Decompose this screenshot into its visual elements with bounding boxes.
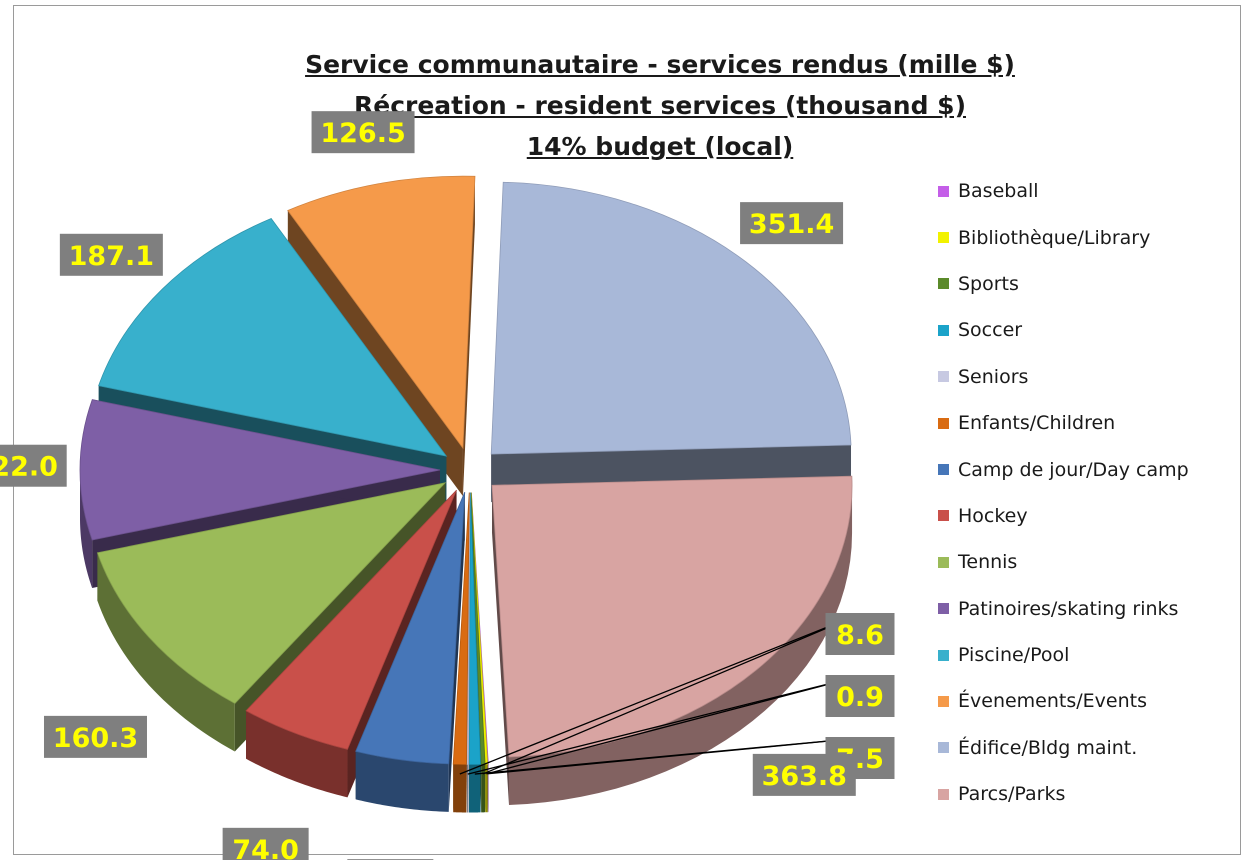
slice-rim-enfants-children <box>453 764 467 813</box>
legend-item-piscine-pool: Piscine/Pool <box>938 632 1238 678</box>
leader-line-enfants-children <box>459 613 861 775</box>
legend-item-baseball: Baseball <box>938 168 1238 214</box>
legend-label: Enfants/Children <box>958 412 1116 435</box>
slice-rim-seniors <box>467 764 469 813</box>
data-label-box-parcs-parks <box>752 753 856 796</box>
leader-line-bibliotheque-library <box>486 675 861 775</box>
legend-item-sports: Sports <box>938 261 1238 307</box>
legend-item-enfants-children: Enfants/Children <box>938 400 1238 446</box>
chart-title-line-3: 14% budget (local) <box>526 132 794 161</box>
slice-rim-sports <box>481 764 486 813</box>
legend-label: Édifice/Bldg maint. <box>958 736 1138 759</box>
pie-slice-camp-de-jour-day-camp <box>355 491 466 765</box>
legend-label: Baseball <box>958 180 1039 203</box>
legend-item-hockey: Hockey <box>938 493 1238 539</box>
legend-label: Piscine/Pool <box>958 644 1070 667</box>
data-label-evenements-events: 126.5 <box>320 118 405 149</box>
leader-line-soccer <box>474 737 861 775</box>
legend-item-bibliotheque-library: Bibliothèque/Library <box>938 214 1238 260</box>
legend-swatch <box>938 464 949 476</box>
data-labels: 0.41.52.57.50.98.661.574.0160.3122.0187.… <box>0 111 895 860</box>
chart-title-line-1: Service communautaire - services rendus … <box>305 50 1015 79</box>
slice-rim-camp-de-jour-day-camp <box>355 751 449 812</box>
legend-swatch <box>938 649 949 661</box>
legend-swatch <box>938 232 949 244</box>
slice-rim-bibliotheque-library <box>485 764 488 813</box>
legend-swatch <box>938 695 949 707</box>
legend-label: Seniors <box>958 365 1029 388</box>
legend-swatch <box>938 371 949 383</box>
pie-slice-evenements-events <box>287 175 476 450</box>
data-label-enfants-children: 8.6 <box>836 620 884 651</box>
slice-tops <box>79 175 853 765</box>
pie-slice-hockey <box>245 489 457 750</box>
legend-item-patinoires-skating-rinks: Patinoires/skating rinks <box>938 586 1238 632</box>
legend-label: Hockey <box>958 504 1028 527</box>
slice-wall-evenements-events <box>462 176 475 497</box>
data-label-box-patinoires-skating-rinks <box>0 444 67 487</box>
pie-slice-piscine-pool <box>98 218 448 457</box>
data-label-edifice-bldg-maint: 351.4 <box>749 209 834 240</box>
data-label-box-tennis <box>43 715 147 758</box>
chart-title-line-2: Récreation - resident services (thousand… <box>354 91 966 120</box>
data-label-box-evenements-events <box>311 111 415 154</box>
data-label-hockey: 74.0 <box>232 835 299 860</box>
legend-swatch <box>938 788 949 800</box>
slice-rim-hockey <box>246 710 348 798</box>
data-label-patinoires-skating-rinks: 122.0 <box>0 452 58 483</box>
slice-rim-tennis <box>97 552 235 752</box>
slice-rim-patinoires-skating-rinks <box>80 469 93 588</box>
legend-item-edifice-bldg-maint: Édifice/Bldg maint. <box>938 725 1238 771</box>
pie-slice-parcs-parks <box>491 475 853 758</box>
legend-label: Soccer <box>958 319 1023 342</box>
slice-wall-camp-de-jour-day-camp <box>448 492 465 812</box>
data-label-piscine-pool: 187.1 <box>69 241 154 272</box>
data-label-box-enfants-children <box>825 613 895 655</box>
data-label-box-hockey <box>222 827 309 860</box>
legend-swatch <box>938 603 949 615</box>
leader-line-sports <box>482 613 861 775</box>
legend-item-camp-de-jour-day-camp: Camp de jour/Day camp <box>938 446 1238 492</box>
pie-slice-enfants-children <box>452 492 470 765</box>
legend-swatch <box>938 742 949 754</box>
legend-label: Sports <box>958 272 1019 295</box>
legend-item-soccer: Soccer <box>938 307 1238 353</box>
legend-swatch <box>938 510 949 522</box>
data-label-box-piscine-pool <box>59 233 163 276</box>
legend-swatch <box>938 556 949 568</box>
legend-swatch <box>938 324 949 336</box>
pie-slice-soccer <box>468 492 481 765</box>
slice-wall-parcs-parks <box>492 485 510 805</box>
legend-label: Bibliothèque/Library <box>958 226 1151 249</box>
data-label-box-seniors <box>825 675 895 717</box>
legend-item-parcs-parks: Parcs/Parks <box>938 771 1238 817</box>
data-label-seniors: 0.9 <box>836 682 884 713</box>
legend-label: Camp de jour/Day camp <box>958 458 1189 481</box>
legend-label: Tennis <box>958 551 1018 574</box>
legend-item-seniors: Seniors <box>938 354 1238 400</box>
slice-rim-baseball <box>487 764 489 813</box>
legend-item-tennis: Tennis <box>938 539 1238 585</box>
slice-rim-soccer <box>468 764 481 813</box>
legend-item-evenements-events: Évenements/Events <box>938 678 1238 724</box>
pie-slice-edifice-bldg-maint <box>490 181 852 455</box>
legend-label: Évenements/Events <box>958 690 1147 713</box>
pie-slice-patinoires-skating-rinks <box>79 399 441 541</box>
data-label-tennis: 160.3 <box>53 723 138 754</box>
data-label-parcs-parks: 363.8 <box>762 761 847 792</box>
legend-label: Patinoires/skating rinks <box>958 597 1179 620</box>
legend-swatch <box>938 278 949 290</box>
pie-slice-seniors <box>466 492 471 765</box>
legend-label: Parcs/Parks <box>958 783 1066 806</box>
leader-line-seniors <box>467 675 861 775</box>
data-label-box-edifice-bldg-maint <box>740 202 844 245</box>
legend-swatch <box>938 417 949 429</box>
pie-slice-tennis <box>96 482 447 704</box>
legend-swatch <box>938 185 949 197</box>
chart-legend: Baseball Bibliothèque/Library Sports Soccer… <box>938 168 1238 817</box>
